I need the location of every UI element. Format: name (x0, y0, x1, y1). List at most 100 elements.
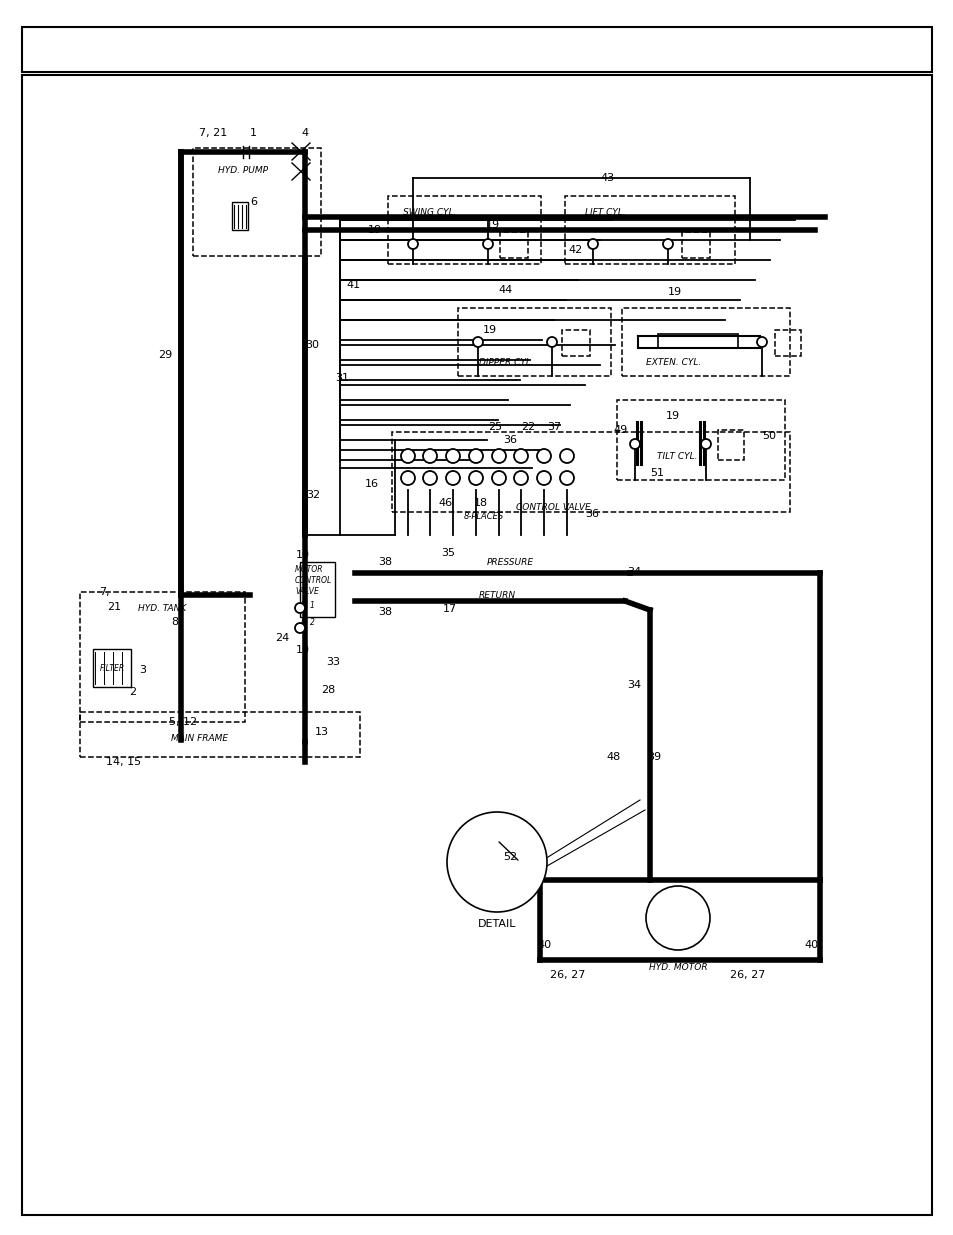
Text: HYD. MOTOR: HYD. MOTOR (648, 963, 706, 972)
Text: MAIN FRAME: MAIN FRAME (172, 734, 229, 742)
Text: 19: 19 (485, 220, 499, 230)
Text: PRESSURE: PRESSURE (486, 557, 533, 567)
Circle shape (492, 471, 505, 485)
Bar (92, 650, 131, 687)
Text: 26, 27: 26, 27 (550, 969, 585, 981)
Circle shape (559, 471, 574, 485)
Text: 16: 16 (365, 479, 378, 489)
Text: 49: 49 (613, 425, 627, 435)
Text: TILT CYL.: TILT CYL. (656, 452, 697, 461)
Text: MOTOR: MOTOR (294, 564, 323, 573)
Text: 19: 19 (482, 325, 497, 335)
Bar (232, 203, 248, 230)
Text: 36: 36 (584, 509, 598, 519)
Text: 51: 51 (649, 468, 663, 478)
Text: 43: 43 (600, 173, 615, 183)
Text: DETAIL: DETAIL (477, 919, 516, 929)
Bar (80, 713, 359, 757)
Bar (499, 232, 527, 258)
Bar (193, 148, 320, 256)
Text: 34: 34 (626, 567, 640, 577)
Text: 8-PLACES: 8-PLACES (463, 511, 503, 520)
Circle shape (629, 438, 639, 450)
Text: HYD. TANK: HYD. TANK (138, 604, 186, 613)
Circle shape (537, 450, 551, 463)
Text: 38: 38 (377, 606, 392, 618)
Text: 3: 3 (139, 664, 147, 676)
Text: 34: 34 (626, 680, 640, 690)
Text: DIPPER CYL.: DIPPER CYL. (478, 357, 533, 367)
Text: 14, 15: 14, 15 (107, 757, 141, 767)
Text: 13: 13 (314, 727, 329, 737)
Circle shape (645, 885, 709, 950)
Circle shape (473, 337, 482, 347)
Text: 7, 21: 7, 21 (198, 128, 227, 138)
Text: 7,: 7, (98, 587, 110, 597)
Circle shape (469, 450, 482, 463)
Text: 46: 46 (438, 498, 453, 508)
Text: M 1: M 1 (301, 600, 314, 610)
Text: SWING CYL.: SWING CYL. (403, 207, 456, 216)
Circle shape (482, 240, 493, 249)
Text: FILTER: FILTER (99, 663, 125, 673)
Circle shape (400, 471, 415, 485)
Text: 19: 19 (665, 411, 679, 421)
Text: 4: 4 (301, 128, 308, 138)
Text: 25: 25 (487, 422, 501, 432)
Text: 19: 19 (667, 287, 681, 296)
Bar (457, 308, 610, 375)
Text: 40: 40 (537, 940, 552, 950)
Bar (392, 432, 789, 513)
Text: CONTROL: CONTROL (294, 576, 332, 584)
Circle shape (294, 603, 305, 613)
Text: 50: 50 (761, 431, 775, 441)
Text: 32: 32 (306, 490, 319, 500)
Bar (774, 330, 801, 356)
Circle shape (546, 337, 557, 347)
Text: 17: 17 (442, 604, 456, 614)
Text: 6: 6 (251, 198, 257, 207)
Circle shape (469, 471, 482, 485)
Circle shape (537, 471, 551, 485)
Circle shape (408, 240, 417, 249)
Text: 10: 10 (295, 550, 310, 559)
Text: CONTROL VALVE: CONTROL VALVE (515, 503, 590, 511)
Text: 35: 35 (440, 548, 455, 558)
Bar (561, 330, 589, 356)
Text: M 2: M 2 (301, 618, 314, 626)
Text: LIFT CYL.: LIFT CYL. (584, 207, 625, 216)
Bar (658, 333, 738, 348)
Text: 40: 40 (804, 940, 819, 950)
Text: 28: 28 (320, 685, 335, 695)
Circle shape (587, 240, 598, 249)
Circle shape (757, 337, 766, 347)
Circle shape (700, 438, 710, 450)
Text: 21: 21 (107, 601, 121, 613)
Text: 41: 41 (347, 280, 360, 290)
Circle shape (446, 450, 459, 463)
Circle shape (422, 471, 436, 485)
Bar (388, 196, 540, 264)
Bar (80, 592, 245, 722)
Bar (299, 562, 335, 618)
Text: 18: 18 (474, 498, 488, 508)
Text: 38: 38 (377, 557, 392, 567)
Text: 42: 42 (568, 245, 582, 254)
Text: 52: 52 (502, 852, 517, 862)
Text: 10: 10 (295, 645, 310, 655)
Text: 5, 12: 5, 12 (169, 718, 197, 727)
Text: 37: 37 (546, 422, 560, 432)
Circle shape (422, 450, 436, 463)
Text: VALVE: VALVE (294, 587, 318, 595)
Circle shape (514, 450, 527, 463)
Circle shape (446, 471, 459, 485)
Text: 24: 24 (274, 634, 289, 643)
Bar (718, 430, 743, 459)
Circle shape (294, 622, 305, 634)
Bar (621, 308, 789, 375)
Text: 8: 8 (172, 618, 178, 627)
Bar (681, 232, 709, 258)
Text: 26, 27: 26, 27 (730, 969, 765, 981)
Text: 29: 29 (157, 350, 172, 359)
Text: 2: 2 (130, 687, 136, 697)
